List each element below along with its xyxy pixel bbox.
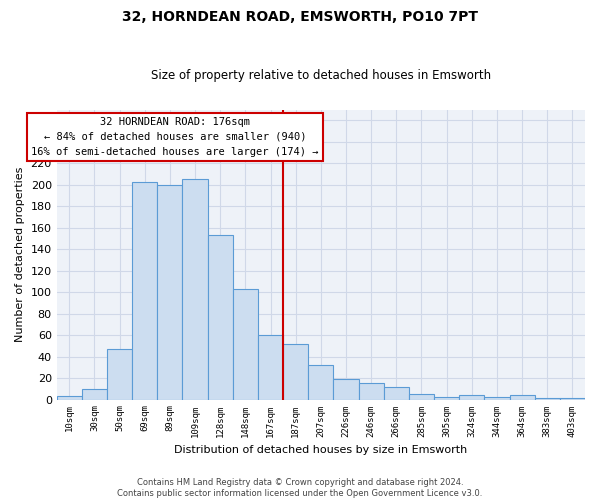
Bar bbox=[560, 398, 585, 400]
Bar bbox=[132, 182, 157, 400]
Bar bbox=[107, 349, 132, 400]
Bar bbox=[535, 398, 560, 400]
Bar bbox=[509, 396, 535, 400]
Bar bbox=[359, 384, 384, 400]
Bar bbox=[308, 365, 334, 400]
Text: 32 HORNDEAN ROAD: 176sqm
← 84% of detached houses are smaller (940)
16% of semi-: 32 HORNDEAN ROAD: 176sqm ← 84% of detach… bbox=[31, 117, 319, 156]
X-axis label: Distribution of detached houses by size in Emsworth: Distribution of detached houses by size … bbox=[174, 445, 467, 455]
Bar bbox=[334, 379, 359, 400]
Bar bbox=[258, 335, 283, 400]
Bar bbox=[459, 396, 484, 400]
Title: Size of property relative to detached houses in Emsworth: Size of property relative to detached ho… bbox=[151, 69, 491, 82]
Bar bbox=[208, 235, 233, 400]
Bar bbox=[82, 389, 107, 400]
Bar bbox=[157, 184, 182, 400]
Bar bbox=[233, 289, 258, 400]
Bar bbox=[384, 386, 409, 400]
Bar bbox=[484, 398, 509, 400]
Bar bbox=[434, 398, 459, 400]
Bar bbox=[56, 396, 82, 400]
Text: 32, HORNDEAN ROAD, EMSWORTH, PO10 7PT: 32, HORNDEAN ROAD, EMSWORTH, PO10 7PT bbox=[122, 10, 478, 24]
Text: Contains HM Land Registry data © Crown copyright and database right 2024.
Contai: Contains HM Land Registry data © Crown c… bbox=[118, 478, 482, 498]
Bar bbox=[409, 394, 434, 400]
Bar bbox=[283, 344, 308, 400]
Bar bbox=[182, 180, 208, 400]
Y-axis label: Number of detached properties: Number of detached properties bbox=[15, 167, 25, 342]
